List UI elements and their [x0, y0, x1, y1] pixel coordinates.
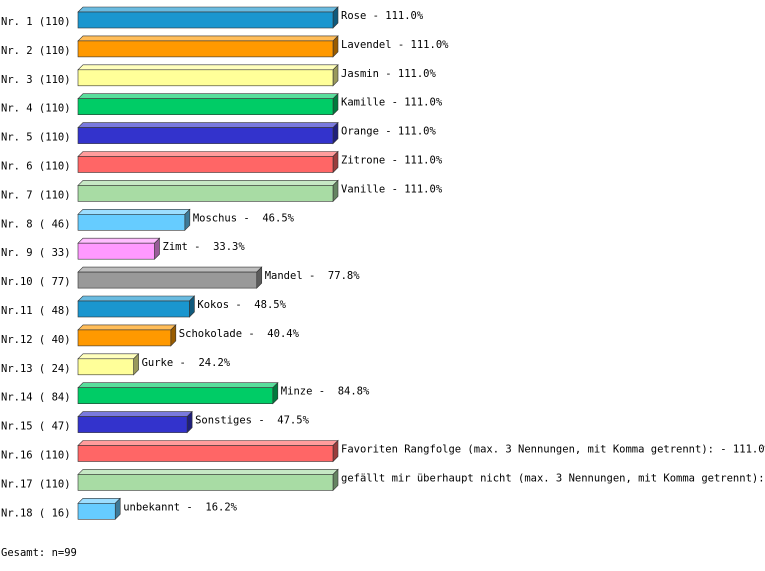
value-label: Favoriten Rangfolge (max. 3 Nennungen, m…	[341, 444, 765, 456]
y-tick-label: Nr.14 ( 84)	[1, 392, 71, 404]
bar	[77, 11, 334, 29]
bar	[77, 127, 334, 144]
bar	[77, 502, 116, 520]
bar-top	[77, 382, 279, 389]
value-label: Orange - 111.0%	[341, 126, 437, 138]
bar-top	[77, 122, 339, 128]
bar-top	[77, 411, 193, 417]
bar-top	[77, 497, 121, 504]
bar-top	[77, 295, 196, 302]
bar	[77, 271, 258, 289]
y-tick-label: Nr.17 (110)	[1, 478, 71, 490]
bar-top	[77, 64, 339, 71]
bar	[77, 358, 134, 376]
bar-top	[77, 180, 339, 186]
value-label: Minze - 84.8%	[281, 386, 370, 398]
bar	[77, 416, 188, 433]
value-label: Zimt - 33.3%	[163, 241, 246, 253]
value-label: Vanille - 111.0%	[341, 183, 443, 195]
value-label: unbekannt - 16.2%	[123, 501, 237, 513]
y-tick-label: Nr.10 ( 77)	[1, 276, 71, 288]
bar	[77, 214, 186, 231]
bar	[77, 445, 334, 462]
bar-top	[77, 266, 263, 273]
y-tick-label: Nr. 9 ( 33)	[1, 247, 71, 259]
bar-top	[77, 151, 339, 157]
bar-top	[77, 353, 140, 360]
bar-top	[77, 35, 339, 42]
bar-top	[77, 469, 339, 475]
y-tick-label: Nr.18 ( 16)	[1, 507, 71, 519]
value-label: Schokolade - 40.4%	[179, 328, 300, 340]
bar	[77, 300, 190, 318]
y-tick-label: Nr. 7 (110)	[1, 189, 71, 201]
value-label: Mandel - 77.8%	[265, 270, 361, 282]
value-label: Moschus - 46.5%	[193, 212, 295, 224]
value-label: Gurke - 24.2%	[142, 357, 231, 369]
bar-top	[77, 324, 177, 331]
value-label: Lavendel - 111.0%	[341, 39, 449, 51]
y-tick-label: Nr.11 ( 48)	[1, 305, 71, 317]
bar-top	[77, 6, 339, 13]
value-label: Sonstiges - 47.5%	[195, 415, 309, 427]
y-tick-label: Nr. 4 (110)	[1, 103, 71, 115]
bar	[77, 40, 334, 58]
value-label: Jasmin - 111.0%	[341, 68, 437, 80]
bar	[77, 185, 334, 202]
value-label: Zitrone - 111.0%	[341, 155, 443, 167]
y-tick-label: Nr. 1 (110)	[1, 16, 71, 28]
y-tick-label: Nr.16 (110)	[1, 450, 71, 462]
bar	[77, 156, 334, 173]
value-label: gefällt mir überhaupt nicht (max. 3 Nenn…	[341, 472, 765, 484]
y-tick-label: Nr. 3 (110)	[1, 74, 71, 86]
bar-top	[77, 93, 339, 99]
y-tick-label: Nr.12 ( 40)	[1, 334, 71, 346]
y-tick-label: Nr. 5 (110)	[1, 132, 71, 144]
y-tick-label: Nr. 8 ( 46)	[1, 218, 71, 230]
y-tick-label: Nr. 6 (110)	[1, 161, 71, 173]
bar-top	[77, 209, 191, 215]
bar	[77, 474, 334, 491]
bar	[77, 242, 155, 260]
value-label: Kamille - 111.0%	[341, 97, 443, 109]
footer: Gesamt: n=99	[1, 547, 77, 559]
bar	[77, 387, 274, 405]
bar	[77, 98, 334, 115]
y-tick-label: Nr.15 ( 47)	[1, 421, 71, 433]
value-label: Rose - 111.0%	[341, 10, 424, 22]
bar-top	[77, 440, 339, 446]
bar	[77, 69, 334, 87]
bar-top	[77, 237, 161, 244]
bar	[77, 329, 172, 347]
y-tick-label: Nr. 2 (110)	[1, 45, 71, 57]
value-label: Kokos - 48.5%	[197, 299, 286, 311]
y-tick-label: Nr.13 ( 24)	[1, 363, 71, 375]
